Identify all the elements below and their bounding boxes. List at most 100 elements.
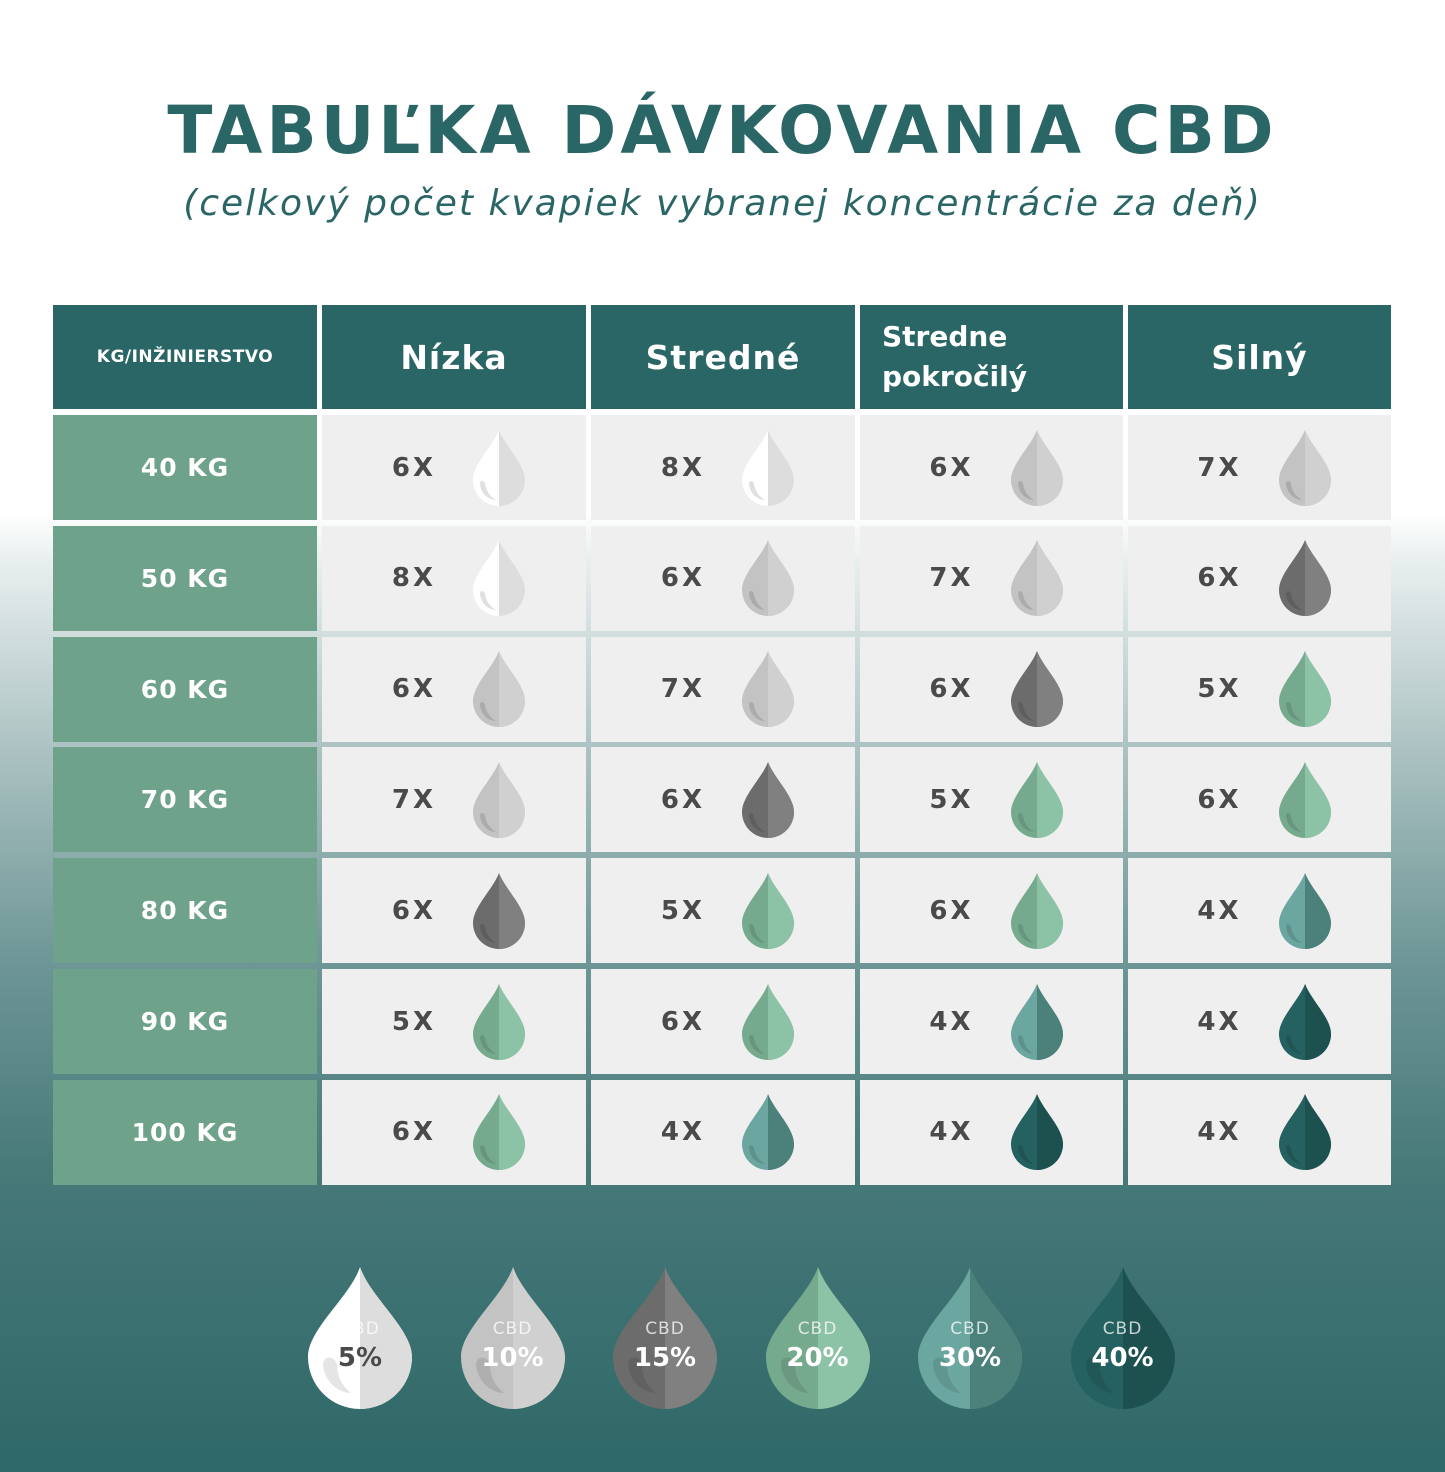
- drop-icon: [1010, 983, 1063, 1060]
- row-label: 80 KG: [53, 858, 317, 964]
- row-label: 100 KG: [53, 1079, 317, 1185]
- legend-item: CBD 20%: [763, 1265, 873, 1411]
- column-header: Silný: [1128, 305, 1391, 409]
- drop-icon: [1010, 429, 1063, 506]
- legend-value: 10%: [481, 1343, 544, 1373]
- drop-icon: [742, 872, 794, 949]
- dosage-cell: 5X: [1128, 636, 1391, 742]
- drop-icon: [1010, 651, 1063, 728]
- dosage-cell: 5X: [591, 858, 855, 964]
- drop-icon: [1010, 872, 1063, 949]
- drop-count: 6X: [391, 895, 437, 926]
- dosage-cell: 4X: [1128, 1079, 1391, 1185]
- drop-icon: [742, 1094, 794, 1171]
- drop-icon: [1278, 983, 1331, 1060]
- legend-item: CBD 30%: [915, 1265, 1025, 1411]
- dosage-cell: 7X: [1128, 415, 1391, 520]
- dosage-cell: 6X: [860, 415, 1123, 520]
- legend-value: 5%: [337, 1343, 383, 1373]
- dosage-cell: 6X: [1128, 747, 1391, 853]
- dosage-cell: 4X: [1128, 969, 1391, 1074]
- row-label-text: 80 KG: [140, 896, 230, 926]
- legend-label: CBD: [950, 1319, 990, 1339]
- dosage-cell: 7X: [591, 636, 855, 742]
- row-label-text: 60 KG: [140, 674, 230, 704]
- legend-item: CBD 40%: [1068, 1265, 1178, 1411]
- column-header-label: Silný: [1211, 337, 1308, 377]
- drop-count: 8X: [391, 563, 437, 594]
- drop-icon: [742, 429, 794, 506]
- drop-icon: [473, 429, 525, 506]
- legend-label: CBD: [645, 1319, 685, 1339]
- dosage-cell: 6X: [860, 636, 1123, 742]
- drop-icon: [1278, 429, 1331, 506]
- drop-count: 6X: [660, 1006, 706, 1037]
- drop-icon: [1278, 1094, 1331, 1171]
- drop-icon: [1278, 651, 1331, 728]
- drop-count: 6X: [660, 784, 706, 815]
- drop-icon: [742, 761, 794, 838]
- drop-count: 6X: [929, 895, 974, 926]
- row-label-text: 100 KG: [131, 1117, 239, 1147]
- page-title: TABUĽKA DÁVKOVANIA CBD: [167, 92, 1278, 169]
- drop-icon: [1278, 872, 1331, 949]
- drop-count: 7X: [1197, 452, 1242, 483]
- drop-count: 7X: [929, 563, 974, 594]
- drop-icon: [1278, 761, 1331, 838]
- dosage-cell: 4X: [860, 969, 1123, 1074]
- dosage-cell: 5X: [860, 747, 1123, 853]
- legend-value: 40%: [1091, 1343, 1154, 1373]
- dosage-cell: 5X: [322, 969, 586, 1074]
- dosage-cell: 6X: [1128, 525, 1391, 631]
- dosage-cell: 6X: [860, 858, 1123, 964]
- drop-count: 4X: [660, 1117, 706, 1148]
- drop-count: 7X: [391, 784, 437, 815]
- legend-label: CBD: [797, 1319, 838, 1339]
- drop-count: 4X: [1197, 1006, 1242, 1037]
- legend-label: CBD: [340, 1319, 380, 1339]
- drop-icon: [613, 1267, 717, 1409]
- drop-count: 6X: [1197, 563, 1242, 594]
- drop-count: 4X: [1197, 895, 1242, 926]
- dosage-cell: 6X: [591, 747, 855, 853]
- drop-count: 6X: [391, 1117, 437, 1148]
- drop-count: 5X: [929, 784, 974, 815]
- column-header-label: Nízka: [400, 337, 508, 377]
- drop-count: 5X: [660, 895, 706, 926]
- dosage-cell: 8X: [322, 525, 586, 631]
- drop-icon: [1010, 1094, 1063, 1171]
- drop-icon: [460, 1267, 565, 1409]
- drop-count: 4X: [929, 1006, 974, 1037]
- drop-icon: [473, 651, 525, 728]
- drop-icon: [1278, 540, 1331, 617]
- dosage-cell: 7X: [860, 525, 1123, 631]
- drop-count: 5X: [1197, 674, 1242, 705]
- row-label: 50 KG: [53, 525, 317, 631]
- drop-count: 5X: [391, 1006, 437, 1037]
- drop-icon: [742, 651, 794, 728]
- drop-count: 6X: [929, 674, 974, 705]
- drop-count: 6X: [391, 452, 437, 483]
- legend-label: CBD: [1102, 1319, 1143, 1339]
- drop-count: 4X: [1197, 1117, 1242, 1148]
- drop-icon: [308, 1267, 412, 1409]
- drop-icon: [918, 1267, 1022, 1409]
- drop-icon: [765, 1267, 870, 1409]
- dosage-cell: 6X: [322, 636, 586, 742]
- drop-count: 6X: [1197, 784, 1242, 815]
- drop-count: 7X: [660, 674, 706, 705]
- drop-count: 4X: [929, 1117, 974, 1148]
- dosage-cell: 4X: [1128, 858, 1391, 964]
- drop-icon: [473, 540, 525, 617]
- dosage-cell: 6X: [322, 1079, 586, 1185]
- row-label: 70 KG: [53, 747, 317, 853]
- legend-label: CBD: [492, 1319, 533, 1339]
- legend-value: 20%: [786, 1343, 849, 1373]
- dosage-cell: 7X: [322, 747, 586, 853]
- column-header-label: KG/INŽINIERSTVO: [96, 347, 274, 367]
- legend-item: CBD 5%: [305, 1265, 415, 1411]
- drop-icon: [1010, 761, 1063, 838]
- row-label-text: 50 KG: [140, 563, 230, 593]
- column-header: KG/INŽINIERSTVO: [53, 305, 317, 409]
- drop-icon: [473, 983, 525, 1060]
